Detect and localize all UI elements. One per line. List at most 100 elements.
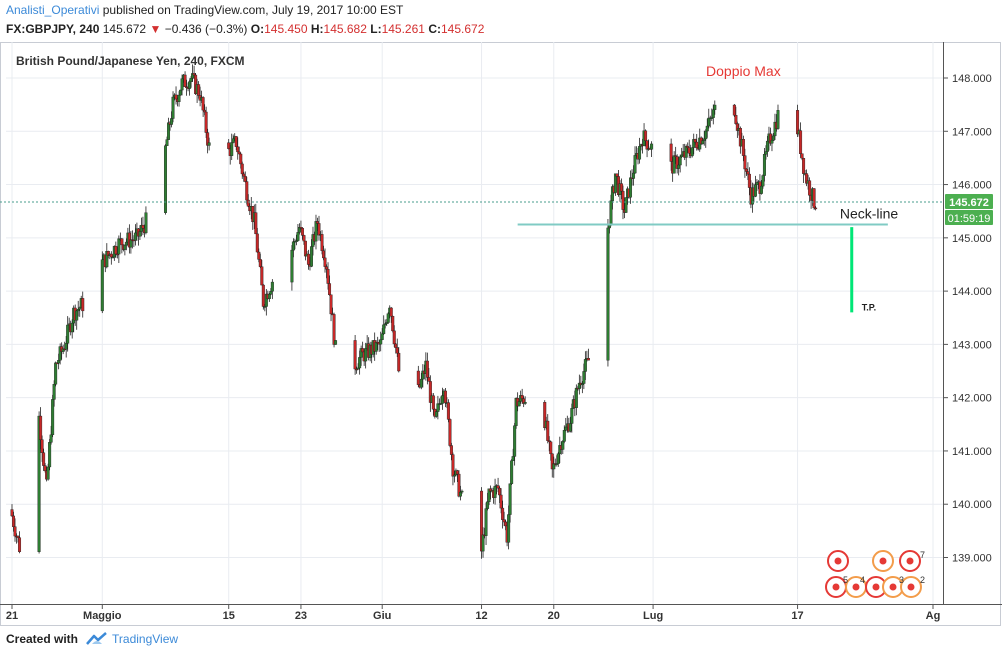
candle-body xyxy=(309,246,313,267)
candle-body xyxy=(10,509,14,517)
candle-body xyxy=(395,347,399,354)
candle-body xyxy=(81,298,85,312)
candle-body xyxy=(543,402,547,429)
candle-body xyxy=(76,309,80,312)
candle-body xyxy=(446,402,450,420)
candle-body xyxy=(16,535,20,538)
candle-body xyxy=(582,371,586,384)
tradingview-brand-link[interactable]: TradingView xyxy=(112,632,179,646)
candle-body xyxy=(329,294,333,315)
candle-body xyxy=(561,441,565,450)
candle-body xyxy=(52,384,56,400)
candle-body xyxy=(629,177,633,198)
candle-body xyxy=(254,212,258,235)
candle-body xyxy=(556,453,560,464)
candle-body xyxy=(189,77,193,82)
price-chart[interactable]: British Pound/Japanese Yen, 240, FXCM 14… xyxy=(0,42,1002,626)
candle-body xyxy=(458,491,462,497)
time-tick-label: 12 xyxy=(475,610,487,622)
candle-body xyxy=(192,73,196,76)
candle-body xyxy=(680,154,684,158)
open-value: 145.450 xyxy=(264,22,308,36)
candle-body xyxy=(70,322,74,333)
candle-body xyxy=(291,241,295,251)
candle-body xyxy=(57,360,61,364)
candle-body xyxy=(359,348,363,358)
time-tick-label: 20 xyxy=(548,610,560,622)
candle-body xyxy=(684,146,688,158)
candle-body xyxy=(448,419,452,446)
down-arrow-icon: ▼ xyxy=(149,22,162,36)
change-value: −0.436 (−0.3%) xyxy=(164,22,248,36)
candle-body xyxy=(493,485,497,498)
last-price-value: 145.672 xyxy=(949,197,989,209)
chart-frame xyxy=(0,42,1001,626)
tradingview-logo-icon xyxy=(86,632,107,645)
close-label: C: xyxy=(428,22,441,36)
candle-body xyxy=(201,97,205,111)
candle-body xyxy=(812,188,816,209)
price-tick-label: 144.000 xyxy=(952,286,992,298)
candle-body xyxy=(245,181,249,201)
candle-body xyxy=(460,490,464,493)
candle-body xyxy=(123,244,127,250)
candle-body xyxy=(40,439,44,453)
candle-body xyxy=(163,145,167,213)
candle-body xyxy=(695,141,699,149)
event-count: 3 xyxy=(899,575,904,585)
candle-body xyxy=(436,403,440,412)
candle-body xyxy=(13,526,17,537)
candle-body xyxy=(609,200,613,225)
candle-body xyxy=(814,207,818,210)
candle-body xyxy=(133,232,137,241)
candle-body xyxy=(619,183,623,192)
candle-body xyxy=(179,89,183,96)
candle-body xyxy=(523,402,527,404)
candle-body xyxy=(300,227,304,236)
candle-body xyxy=(261,284,265,307)
time-tick-label: 17 xyxy=(791,610,803,622)
candle-body xyxy=(290,249,294,283)
candle-body xyxy=(645,140,649,150)
candle-body xyxy=(237,151,241,155)
time-tick-label: Ag xyxy=(926,610,941,622)
candle-body xyxy=(513,425,517,457)
candles xyxy=(10,64,818,559)
candle-body xyxy=(353,340,357,370)
symbol-label: FX:GBPJPY, 240 xyxy=(6,22,100,36)
candle-body xyxy=(109,253,113,258)
price-tick-label: 139.000 xyxy=(952,553,992,565)
candle-body xyxy=(100,259,104,312)
candle-body xyxy=(167,122,171,140)
candle-body xyxy=(180,78,184,91)
candle-body xyxy=(334,340,338,345)
price-tick-label: 148.000 xyxy=(952,73,992,85)
candle-body xyxy=(361,348,365,353)
candle-body xyxy=(374,341,378,352)
candle-body xyxy=(761,175,765,187)
candle-body xyxy=(165,139,169,146)
candle-body xyxy=(449,445,453,455)
candle-body xyxy=(508,483,512,515)
candle-body xyxy=(428,381,432,403)
candle-body xyxy=(457,473,461,497)
low-label: L: xyxy=(370,22,382,36)
time-tick-label: 15 xyxy=(223,610,235,622)
candle-body xyxy=(606,227,610,361)
author-link[interactable]: Analisti_Operativi xyxy=(6,3,100,17)
event-icons[interactable]: 5 4 3 2 7 xyxy=(825,550,925,598)
candle-body xyxy=(43,465,47,472)
candle-body xyxy=(507,514,511,543)
candle-body xyxy=(317,223,321,236)
candle-body xyxy=(650,143,654,150)
price-tick-label: 146.000 xyxy=(952,180,992,192)
candle-body xyxy=(12,515,16,527)
high-value: 145.682 xyxy=(323,22,367,36)
time-tick-label: Maggio xyxy=(83,610,122,622)
flag-dot-icon xyxy=(834,557,842,565)
candle-body xyxy=(188,81,192,89)
candle-body xyxy=(427,377,431,382)
time-tick-label: 23 xyxy=(295,610,307,622)
candle-body xyxy=(270,281,274,292)
candle-body xyxy=(677,164,681,169)
